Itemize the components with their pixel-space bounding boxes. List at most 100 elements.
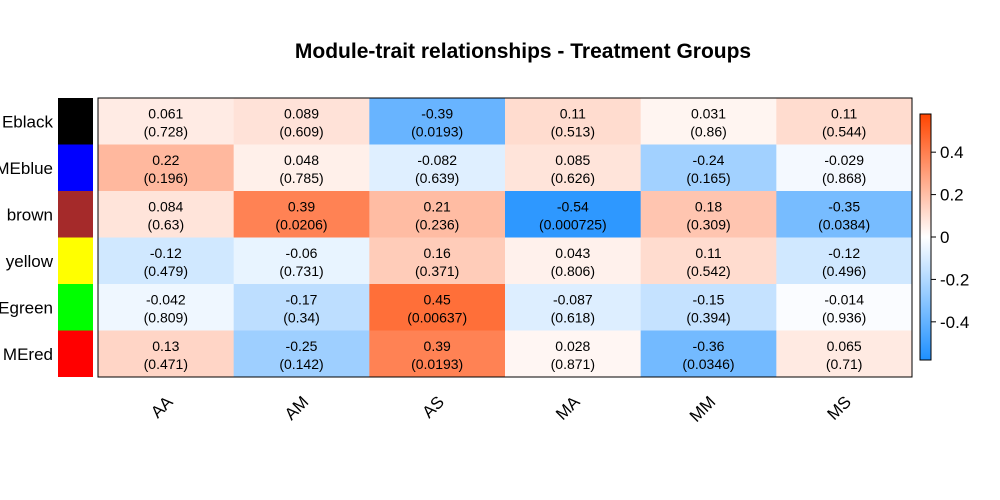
cell-correlation-label: 0.061 (148, 105, 183, 121)
heatmap-cell (505, 144, 642, 192)
cell-pvalue-label: (0.639) (415, 170, 459, 186)
heatmap-cell (233, 98, 370, 145)
heatmap-cell (640, 237, 777, 285)
heatmap-cell (98, 98, 235, 145)
cell-correlation-label: 0.043 (555, 245, 590, 261)
heatmap-cell (505, 284, 642, 331)
cell-correlation-label: 0.11 (695, 245, 721, 261)
cell-correlation-label: -0.082 (417, 152, 457, 168)
cell-correlation-label: 0.028 (555, 338, 590, 354)
cell-correlation-label: 0.21 (424, 198, 451, 214)
cell-pvalue-label: (0.371) (415, 263, 459, 279)
cell-correlation-label: -0.15 (693, 291, 725, 307)
cell-pvalue-label: (0.63) (148, 216, 185, 232)
cell-pvalue-label: (0.731) (279, 263, 323, 279)
cell-pvalue-label: (0.785) (279, 170, 323, 186)
cell-correlation-label: -0.087 (553, 291, 593, 307)
heatmap-cell (369, 191, 506, 238)
cell-pvalue-label: (0.34) (283, 309, 320, 325)
heatmap-cell (640, 191, 777, 238)
colorbar-tick-label: 0 (940, 228, 949, 247)
cell-pvalue-label: (0.936) (822, 309, 866, 325)
cell-pvalue-label: (0.309) (686, 216, 730, 232)
heatmap-cell (369, 144, 506, 192)
cell-correlation-label: -0.014 (824, 291, 864, 307)
cell-correlation-label: 0.16 (424, 245, 451, 261)
cell-pvalue-label: (0.000725) (539, 216, 607, 232)
column-label: MS (824, 392, 855, 423)
cell-pvalue-label: (0.618) (551, 309, 595, 325)
cell-correlation-label: -0.25 (286, 338, 318, 354)
cell-correlation-label: -0.029 (824, 152, 864, 168)
cell-correlation-label: 0.39 (288, 198, 315, 214)
heatmap-cell (640, 284, 777, 331)
cell-pvalue-label: (0.809) (144, 309, 188, 325)
heatmap-cell (505, 237, 642, 285)
cell-pvalue-label: (0.542) (686, 263, 730, 279)
colorbar-tick-label: -0.2 (940, 270, 969, 289)
heatmap-cell (233, 284, 370, 331)
heatmap-cell (233, 237, 370, 285)
cell-pvalue-label: (0.626) (551, 170, 595, 186)
heatmap-cell (776, 330, 913, 378)
cell-correlation-label: -0.24 (693, 152, 725, 168)
heatmap-cell (505, 191, 642, 238)
cell-pvalue-label: (0.871) (551, 356, 595, 372)
cell-pvalue-label: (0.0193) (411, 356, 463, 372)
cell-correlation-label: 0.031 (691, 105, 726, 121)
cell-correlation-label: -0.06 (286, 245, 318, 261)
module-color-swatches (58, 98, 93, 377)
column-label: AA (147, 392, 177, 422)
row-label: yellow (6, 252, 54, 271)
cell-pvalue-label: (0.71) (826, 356, 863, 372)
cell-pvalue-label: (0.86) (690, 123, 727, 139)
cell-pvalue-label: (0.0346) (682, 356, 734, 372)
cell-correlation-label: 0.085 (555, 152, 590, 168)
heatmap-cell (369, 237, 506, 285)
cell-pvalue-label: (0.496) (822, 263, 866, 279)
module-color-swatch (58, 237, 93, 284)
plot-border (97, 97, 913, 378)
module-color-swatch (58, 330, 93, 377)
module-color-swatch (58, 284, 93, 331)
heatmap-cell (98, 284, 235, 331)
cell-pvalue-label: (0.0384) (818, 216, 870, 232)
heatmap-cell (776, 237, 913, 285)
row-label: brown (7, 205, 53, 224)
heatmap-cell (233, 144, 370, 192)
cell-correlation-label: -0.12 (150, 245, 182, 261)
cell-correlation-label: -0.12 (828, 245, 860, 261)
cell-pvalue-label: (0.142) (279, 356, 323, 372)
cell-pvalue-label: (0.868) (822, 170, 866, 186)
heatmap-cells: 0.061 (0.728) 0.089 (0.609) -0.39 (0.0193) 0.1… (98, 98, 913, 378)
cell-correlation-label: 0.11 (831, 105, 857, 121)
colorbar: 0.4 0.2 0 -0.2 -0.4 (919, 113, 969, 361)
cell-correlation-label: 0.13 (152, 338, 179, 354)
colorbar-tick-label: 0.4 (940, 143, 964, 162)
column-labels: AA AM AS MA MM MS (147, 392, 855, 426)
cell-correlation-label: 0.048 (284, 152, 319, 168)
row-label: Eblack (2, 112, 54, 131)
cell-pvalue-label: (0.728) (144, 123, 188, 139)
column-label: AS (419, 392, 448, 421)
cell-correlation-label: -0.54 (557, 198, 589, 214)
cell-pvalue-label: (0.479) (144, 263, 188, 279)
heatmap-cell (369, 284, 506, 331)
heatmap-cell (776, 191, 913, 238)
module-color-swatch (58, 144, 93, 191)
cell-pvalue-label: (0.471) (144, 356, 188, 372)
heatmap-cell (98, 237, 235, 285)
chart-title: Module-trait relationships - Treatment G… (295, 40, 751, 63)
cell-correlation-label: -0.36 (693, 338, 725, 354)
heatmap-cell (369, 330, 506, 378)
cell-correlation-label: 0.089 (284, 105, 319, 121)
cell-correlation-label: 0.22 (152, 152, 179, 168)
module-color-swatch (58, 98, 93, 145)
heatmap-cell (505, 330, 642, 378)
cell-pvalue-label: (0.609) (279, 123, 323, 139)
heatmap-cell (233, 330, 370, 378)
cell-correlation-label: -0.35 (828, 198, 860, 214)
module-color-swatch (58, 191, 93, 238)
cell-pvalue-label: (0.0193) (411, 123, 463, 139)
